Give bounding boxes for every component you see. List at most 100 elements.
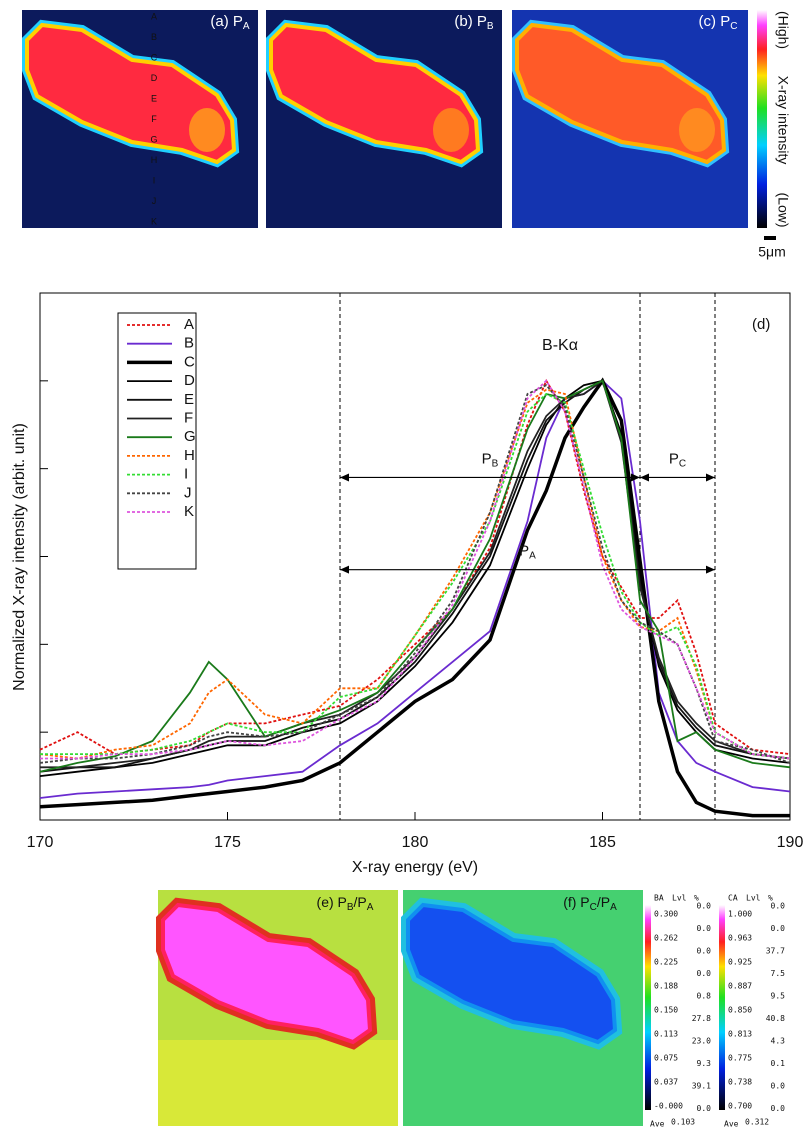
- arrowhead: [640, 473, 715, 482]
- table-header: Lvl: [746, 894, 761, 903]
- table-level: 0.963: [728, 934, 752, 943]
- row-label: H: [151, 155, 158, 165]
- panel-label: (c) PC: [699, 13, 738, 32]
- table-average: 0.103: [671, 1118, 695, 1127]
- table-percent: 0.1: [771, 1059, 786, 1068]
- x-axis-label: X-ray energy (eV): [352, 859, 478, 876]
- table-level: 0.738: [728, 1078, 752, 1087]
- map-c: [512, 10, 748, 228]
- series-line: [39, 384, 791, 764]
- series-line: [39, 379, 791, 799]
- row-label: F: [151, 114, 157, 124]
- subscript: C: [679, 458, 686, 469]
- table-level: -0.000: [654, 1102, 683, 1111]
- legend-label: J: [184, 484, 192, 501]
- text-part: (a) P: [210, 13, 243, 30]
- annotation: B-Kα: [542, 337, 578, 354]
- table-level: 0.887: [728, 982, 752, 991]
- arrow-label: PC: [669, 450, 686, 469]
- colorbar-f: [719, 905, 725, 1110]
- legend-label: E: [184, 391, 194, 408]
- text-part: P: [482, 450, 492, 467]
- y-axis-label: Normalized X-ray intensity (arbit. unit): [11, 423, 28, 691]
- text-part: P: [669, 450, 679, 467]
- legend-label: A: [184, 316, 194, 333]
- row-label: G: [150, 134, 157, 144]
- table-percent: 0.0: [697, 969, 712, 978]
- x-tick-label: 170: [27, 834, 54, 851]
- table-percent: 4.3: [771, 1037, 786, 1046]
- series-line: [40, 379, 791, 760]
- table-percent: 23.0: [692, 1037, 711, 1046]
- table-percent: 40.8: [766, 1014, 785, 1023]
- arrow-label: PA: [519, 543, 536, 562]
- table-percent: 7.5: [771, 969, 786, 978]
- table-level: 0.925: [728, 958, 752, 967]
- panel-label: (f) PC/PA: [563, 894, 617, 913]
- table-percent: 0.0: [771, 902, 786, 911]
- table-percent: 0.0: [697, 1104, 712, 1113]
- row-label: J: [152, 196, 157, 206]
- legend-label: D: [184, 372, 195, 389]
- table-level: 0.075: [654, 1054, 678, 1063]
- map-f: [403, 890, 643, 1126]
- row-label: E: [151, 93, 157, 103]
- table-header: CA: [728, 894, 738, 903]
- series-line: [40, 392, 791, 760]
- legend-label: K: [184, 503, 194, 520]
- arrow-label: PB: [482, 450, 499, 469]
- table-percent: 0.0: [697, 924, 712, 933]
- text-part: /P: [597, 894, 610, 910]
- table-level: 0.113: [654, 1030, 678, 1039]
- legend-box: [117, 312, 197, 570]
- panel-label: (e) PB/PA: [317, 894, 374, 913]
- series-line: [39, 377, 790, 818]
- text-part: (b) P: [454, 13, 487, 30]
- series-line: [39, 378, 791, 756]
- table-level: 0.150: [654, 1006, 678, 1015]
- table-percent: 0.0: [697, 947, 712, 956]
- subscript: A: [529, 550, 536, 561]
- table-percent: 0.0: [771, 1104, 786, 1113]
- text-part: (f) P: [563, 894, 589, 910]
- table-level: 0.850: [728, 1006, 752, 1015]
- scale-label: 5μm: [758, 244, 786, 260]
- series-line: [40, 379, 791, 769]
- panel-label: (b) PB: [454, 13, 494, 32]
- row-label: C: [151, 52, 158, 62]
- table-level: 1.000: [728, 910, 752, 919]
- table-level: 0.775: [728, 1054, 752, 1063]
- text-part: P: [519, 543, 529, 560]
- legend-label: G: [184, 428, 196, 445]
- text-part: (c) P: [699, 13, 731, 30]
- table-percent: 37.7: [766, 947, 785, 956]
- subscript: A: [610, 902, 617, 913]
- x-tick-label: 190: [777, 834, 804, 851]
- x-tick-label: 185: [589, 834, 616, 851]
- series-line: [39, 379, 791, 773]
- subscript: B: [347, 902, 354, 913]
- colorbar-low: (Low): [775, 192, 791, 227]
- map-a: [22, 10, 258, 228]
- legend-label: H: [184, 447, 195, 464]
- text-part: /P: [354, 894, 367, 910]
- subscript: A: [367, 902, 374, 913]
- legend-label: C: [184, 353, 195, 370]
- table-average-label: Ave: [724, 1120, 739, 1129]
- row-label: D: [151, 73, 158, 83]
- table-level: 0.188: [654, 982, 678, 991]
- table-percent: 27.8: [692, 1014, 711, 1023]
- row-label: I: [153, 175, 156, 185]
- table-level: 0.700: [728, 1102, 752, 1111]
- table-percent: 9.3: [697, 1059, 712, 1068]
- table-header: %: [768, 894, 773, 903]
- colorbar: [757, 10, 767, 228]
- colorbar-title: X-ray intensity: [775, 76, 791, 165]
- subscript: A: [243, 21, 250, 32]
- row-label: B: [151, 32, 157, 42]
- table-level: 0.037: [654, 1078, 678, 1087]
- x-tick-label: 180: [402, 834, 429, 851]
- panel-label: (d): [752, 316, 770, 333]
- legend-label: B: [184, 335, 194, 352]
